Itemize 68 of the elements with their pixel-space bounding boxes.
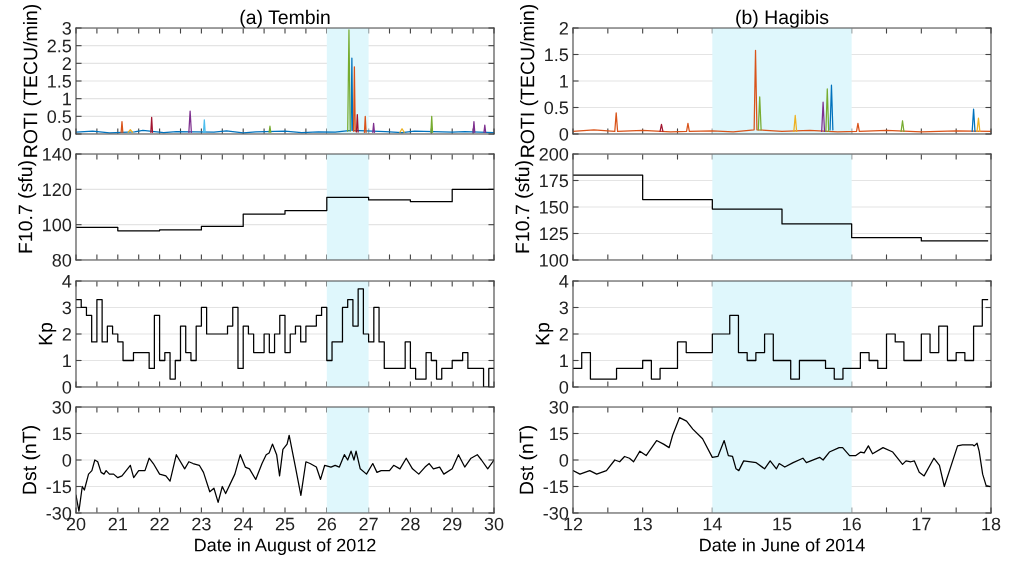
- y-tick-label: 30: [549, 400, 569, 414]
- y-tick-label: 100: [43, 218, 72, 232]
- x-tick-label: 24: [234, 517, 253, 531]
- y-tick-label: 1: [63, 354, 71, 368]
- y-tick-label: 15: [53, 427, 72, 441]
- y-tick-label: 2: [559, 327, 568, 341]
- y-axis-title: F10.7 (sfu): [18, 161, 37, 253]
- y-tick-label: 0: [559, 380, 569, 394]
- y-tick-label: 2: [62, 57, 71, 70]
- y-tick-label: 1: [560, 354, 568, 368]
- y-tick-label: 1.5: [545, 48, 569, 62]
- y-tick-label: 3: [62, 301, 72, 315]
- x-tick-label: 29: [443, 517, 462, 531]
- x-axis-title: Date in June of 2014: [700, 538, 865, 552]
- y-tick-label: -15: [543, 480, 569, 494]
- x-tick-label: 16: [843, 517, 861, 531]
- y-tick-label: 140: [43, 147, 72, 161]
- y-tick-label: 0.5: [47, 110, 72, 124]
- y-tick-label: 30: [52, 400, 72, 414]
- y-axis-title: Dst (nT): [519, 426, 538, 494]
- y-tick-label: 4: [559, 275, 569, 288]
- y-tick-label: 0: [559, 453, 569, 467]
- y-tick-label: 0: [62, 127, 72, 141]
- y-axis-title: Kp: [535, 322, 554, 345]
- y-tick-label: 4: [62, 275, 72, 288]
- x-tick-label: 30: [484, 517, 504, 531]
- y-axis-title: ROTI (TECU/min): [23, 4, 42, 157]
- x-tick-label: 17: [912, 517, 931, 531]
- line-series: [573, 416, 991, 488]
- y-tick-label: 125: [540, 227, 569, 241]
- y-tick-label: 0: [62, 453, 72, 467]
- x-tick-label: 15: [773, 517, 792, 531]
- y-axis-title: Dst (nT): [22, 426, 41, 494]
- x-tick-label: 27: [359, 517, 378, 531]
- y-tick-label: 100: [540, 253, 569, 267]
- y-tick-label: 2: [62, 327, 71, 341]
- y-tick-label: 0: [62, 380, 72, 394]
- chart-title: (b) Hagibis: [736, 9, 829, 28]
- chart-title: (a) Tembin: [240, 9, 330, 28]
- y-tick-label: 1: [560, 75, 568, 88]
- y-tick-label: 2: [559, 21, 568, 35]
- y-axis-title: ROTI (TECU/min): [520, 4, 539, 157]
- x-tick-label: 25: [275, 517, 295, 531]
- x-axis-title: Date in August of 2012: [195, 538, 376, 555]
- y-tick-label: 200: [539, 147, 569, 161]
- y-tick-label: 80: [52, 253, 72, 267]
- y-axis-title: Kp: [38, 322, 57, 345]
- y-tick-label: 3: [62, 21, 72, 35]
- x-tick-label: 14: [703, 517, 722, 531]
- x-tick-label: 21: [108, 517, 127, 531]
- x-tick-label: 22: [150, 517, 169, 531]
- x-tick-label: 13: [634, 517, 652, 531]
- y-tick-label: 0.5: [544, 101, 569, 115]
- y-tick-label: 2.5: [47, 39, 72, 53]
- y-tick-label: 150: [540, 200, 569, 214]
- y-tick-label: 15: [550, 427, 569, 441]
- y-tick-label: 120: [43, 183, 72, 197]
- y-tick-label: 0: [559, 127, 569, 141]
- x-tick-label: 23: [192, 517, 211, 531]
- y-tick-label: 3: [559, 301, 569, 315]
- y-tick-label: -15: [46, 480, 72, 494]
- x-tick-label: 28: [401, 517, 420, 531]
- y-tick-label: 175: [540, 174, 569, 188]
- x-tick-label: 18: [982, 517, 1001, 531]
- y-tick-label: 1: [63, 92, 71, 106]
- y-axis-title: F10.7 (sfu): [515, 161, 534, 253]
- y-tick-label: 1.5: [48, 75, 72, 88]
- x-tick-label: 26: [317, 517, 337, 531]
